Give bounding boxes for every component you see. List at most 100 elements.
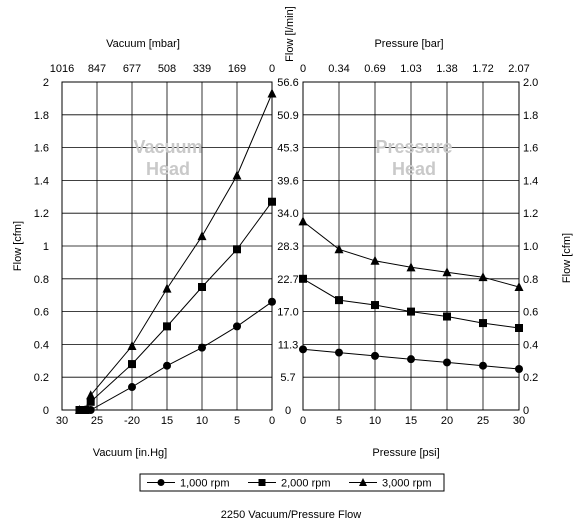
- flow-lmin-tick-label: 39.6: [277, 175, 298, 187]
- flow-lmin-axis-title: Flow [l/min]: [284, 6, 296, 62]
- pressure-y-tick-label: 0.2: [523, 372, 538, 384]
- pressure-x-tick-label: 20: [441, 415, 453, 427]
- pressure-y-tick-label: 1.0: [523, 241, 538, 253]
- pressure-data-point: [478, 272, 488, 282]
- vacuum-data-point: [162, 283, 172, 293]
- pressure-data-point: [514, 282, 524, 291]
- vacuum-x2-tick-label: 508: [158, 63, 176, 75]
- vacuum-y-tick-label: 1.4: [34, 175, 49, 187]
- vacuum-y-tick-label: 1.6: [34, 143, 49, 155]
- vacuum-y-axis-title: Flow [cfm]: [12, 221, 24, 271]
- vacuum-x-axis-title: Vacuum [in.Hg]: [93, 447, 167, 459]
- vacuum-x-tick-label: 15: [161, 415, 173, 427]
- flow-lmin-tick-label: 56.6: [277, 77, 298, 89]
- pressure-data-point: [299, 274, 307, 283]
- pressure-data-point: [479, 361, 487, 370]
- vacuum-y-tick-label: 1.8: [34, 110, 49, 122]
- pressure-data-point: [298, 216, 308, 226]
- series-layer: [75, 88, 524, 414]
- vacuum-data-point: [127, 341, 137, 351]
- vacuum-data-point: [128, 383, 136, 392]
- legend-item-label: 2,000 rpm: [281, 478, 331, 490]
- legend: 1,000 rpm 2,000 rpm 3,000 rpm: [139, 473, 445, 492]
- vacuum-data-point: [197, 231, 207, 241]
- vacuum-x2-tick-label: 339: [193, 63, 211, 75]
- pressure-data-point: [371, 301, 379, 310]
- pressure-x2-tick-label: 0.34: [328, 63, 349, 75]
- vacuum-x2-tick-label: 677: [123, 63, 141, 75]
- vacuum-data-point: [86, 390, 96, 400]
- pressure-x2-tick-label: 1.03: [400, 63, 421, 75]
- flow-lmin-tick-label: 28.3: [277, 241, 298, 253]
- vacuum-x2-tick-label: 1016: [50, 63, 74, 75]
- pressure-head-subtitle: Head: [392, 159, 436, 179]
- pressure-x-tick-label: 5: [336, 415, 342, 427]
- pressure-y-axis-title: Flow [cfm]: [561, 233, 573, 283]
- flow-lmin-tick-label: 17.0: [277, 307, 298, 319]
- vacuum-data-point: [267, 88, 277, 98]
- pressure-data-point: [479, 319, 487, 328]
- vacuum-data-point: [163, 322, 171, 331]
- pressure-x-tick-label: 25: [477, 415, 489, 427]
- vacuum-x-tick-label: 25: [91, 415, 103, 427]
- vacuum-series-line: [79, 301, 273, 411]
- legend-item-label: 1,000 rpm: [180, 478, 230, 490]
- vacuum-x-tick-label: 30: [56, 415, 68, 427]
- vacuum-data-point: [233, 322, 241, 331]
- vacuum-y-tick-label: 0.4: [34, 339, 49, 351]
- pressure-data-point: [443, 358, 451, 367]
- pressure-y-tick-label: 1.6: [523, 143, 538, 155]
- vacuum-y-tick-label: 1: [43, 241, 49, 253]
- pressure-x-tick-label: 10: [369, 415, 381, 427]
- pressure-x-tick-label: 15: [405, 415, 417, 427]
- vacuum-y-tick-label: 0.8: [34, 274, 49, 286]
- flow-lmin-tick-label: 50.9: [277, 110, 298, 122]
- vacuum-x2-tick-label: 169: [228, 63, 246, 75]
- pressure-data-point: [407, 307, 415, 316]
- pressure-data-point: [407, 355, 415, 364]
- pressure-x2-tick-label: 1.72: [472, 63, 493, 75]
- pressure-data-point: [335, 296, 343, 305]
- vacuum-data-point: [268, 197, 276, 206]
- pressure-x2-tick-label: 0.69: [364, 63, 385, 75]
- pressure-data-point: [515, 365, 523, 373]
- pressure-data-point: [334, 244, 344, 254]
- pressure-head-title: Pressure: [375, 137, 452, 157]
- legend-box: [139, 473, 445, 492]
- legend-item-label: 3,000 rpm: [382, 478, 432, 490]
- flow-lmin-tick-label: 5.7: [280, 372, 295, 384]
- pressure-y-tick-label: 1.2: [523, 208, 538, 220]
- pressure-y-tick-label: 1.8: [523, 110, 538, 122]
- pressure-x-tick-label: 30: [513, 415, 525, 427]
- flow-lmin-tick-label: 34.0: [277, 208, 298, 220]
- pressure-y-tick-label: 0.4: [523, 339, 538, 351]
- pressure-data-point: [515, 324, 523, 332]
- vacuum-x-tick-label: 0: [269, 415, 275, 427]
- pressure-y-tick-label: 1.4: [523, 175, 538, 187]
- pressure-y-tick-label: 0: [523, 405, 529, 417]
- vacuum-data-point: [163, 361, 171, 370]
- legend-marker: [258, 479, 266, 486]
- pressure-y-tick-label: 0.6: [523, 307, 538, 319]
- vacuum-data-point: [232, 170, 242, 180]
- pressure-data-point: [370, 255, 380, 265]
- vacuum-x2-tick-label: 847: [88, 63, 106, 75]
- pressure-data-point: [442, 267, 452, 277]
- vacuum-head-title: Vacuum: [133, 137, 202, 157]
- flow-lmin-tick-label: 0: [285, 405, 291, 417]
- vacuum-data-point: [233, 245, 241, 254]
- pressure-data-point: [443, 312, 451, 321]
- vacuum-data-point: [268, 297, 276, 306]
- pressure-y-tick-label: 2.0: [523, 77, 538, 89]
- pressure-x-axis-title: Pressure [psi]: [372, 447, 439, 459]
- pressure-x-tick-label: 0: [300, 415, 306, 427]
- pressure-x2-tick-label: 2.07: [508, 63, 529, 75]
- vacuum-x-tick-label: -20: [124, 415, 140, 427]
- pressure-data-point: [406, 262, 416, 272]
- vacuum-data-point: [198, 343, 206, 352]
- vacuum-plot-frame: [61, 81, 273, 411]
- pressure-data-point: [299, 345, 307, 354]
- axis-layer: [61, 81, 520, 411]
- vacuum-data-point: [128, 360, 136, 369]
